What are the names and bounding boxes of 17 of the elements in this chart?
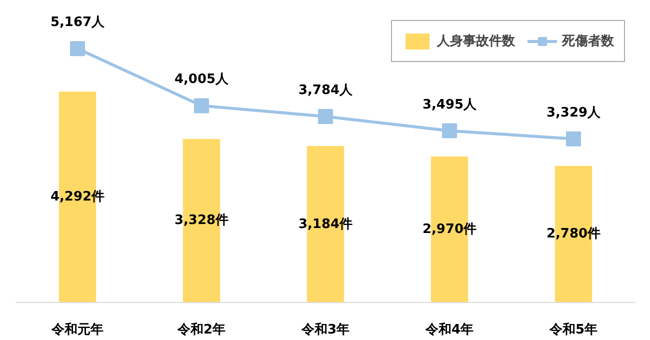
data-label: 3,495人 bbox=[422, 97, 478, 112]
point bbox=[566, 131, 581, 146]
point bbox=[194, 98, 209, 114]
x-tick-label: 令和3年 bbox=[300, 322, 350, 338]
x-tick-label: 令和元年 bbox=[50, 322, 104, 338]
data-label: 5,167人 bbox=[50, 15, 106, 30]
data-label: 3,329人 bbox=[546, 105, 602, 120]
legend-label: 人身事故件数 bbox=[437, 33, 515, 50]
x-tick-label: 令和5年 bbox=[548, 322, 598, 338]
x-tick-label: 令和4年 bbox=[424, 322, 474, 338]
point bbox=[70, 41, 85, 56]
legend-label: 死傷者数 bbox=[562, 33, 614, 50]
x-tick-label: 令和2年 bbox=[176, 322, 226, 338]
data-label: 4,005人 bbox=[174, 72, 230, 88]
data-label: 3,784人 bbox=[298, 83, 354, 98]
point bbox=[318, 109, 333, 124]
point bbox=[442, 123, 457, 138]
